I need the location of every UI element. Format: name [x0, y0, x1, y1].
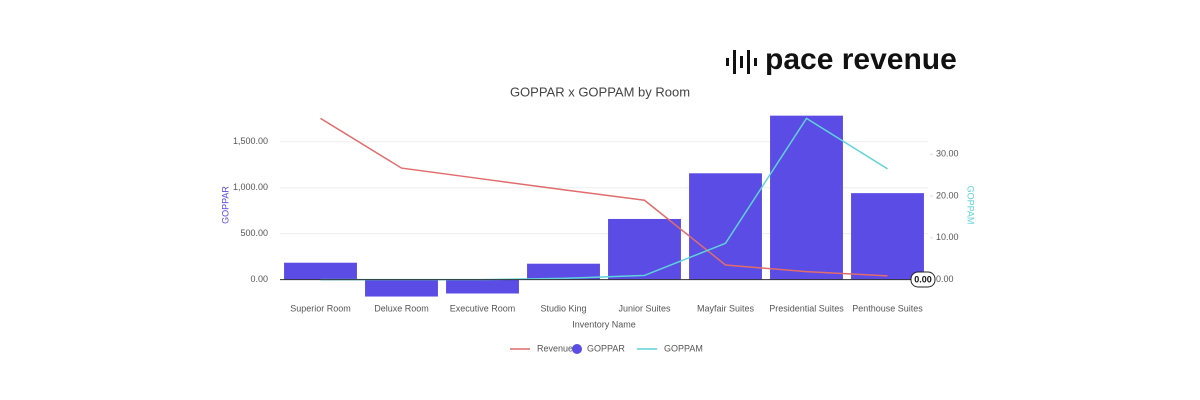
x-tick-label: Deluxe Room — [374, 303, 429, 313]
line — [320, 117, 888, 277]
y-tick-label: 500.00 — [240, 228, 268, 238]
x-tick-label: Penthouse Suites — [852, 303, 923, 313]
bar — [689, 173, 762, 280]
y2-axis-title: GOPPAM — [966, 186, 976, 225]
x-tick-label: Junior Suites — [618, 303, 671, 313]
bar — [851, 193, 924, 280]
logo-icon — [726, 50, 757, 74]
y2-tick-label: 30.00 — [936, 149, 959, 159]
bar — [527, 263, 600, 280]
annotation: 0.00 — [914, 274, 932, 284]
legend-swatch — [572, 344, 582, 354]
x-tick-label: Mayfair Suites — [697, 303, 755, 313]
y2-tick-label: 0.00 — [936, 274, 954, 284]
y2-tick-label: 10.00 — [936, 232, 959, 242]
y-tick-label: 0.00 — [250, 274, 268, 284]
y-tick-label: 1,000.00 — [233, 182, 268, 192]
annotation-box — [910, 271, 936, 288]
x-tick-label: Studio King — [540, 303, 586, 313]
bar — [770, 115, 843, 280]
brand: pace revenue — [765, 43, 957, 76]
bar — [365, 279, 438, 297]
x-axis-title: Inventory Name — [572, 319, 636, 329]
legend-label: GOPPAM — [664, 343, 703, 353]
bar — [284, 262, 357, 280]
legend-label: Revenue — [537, 343, 573, 353]
x-tick-label: Executive Room — [450, 303, 516, 313]
legend-label: GOPPAR — [587, 343, 625, 353]
chart-title: GOPPAR x GOPPAM by Room — [510, 84, 690, 99]
x-tick-label: Presidential Suites — [769, 303, 844, 313]
y2-tick-label: 20.00 — [936, 190, 959, 200]
bar — [446, 279, 519, 294]
y-axis-title: GOPPAR — [220, 186, 230, 224]
bar — [608, 218, 681, 280]
y-tick-label: 1,500.00 — [233, 136, 268, 146]
x-tick-label: Superior Room — [290, 303, 351, 313]
